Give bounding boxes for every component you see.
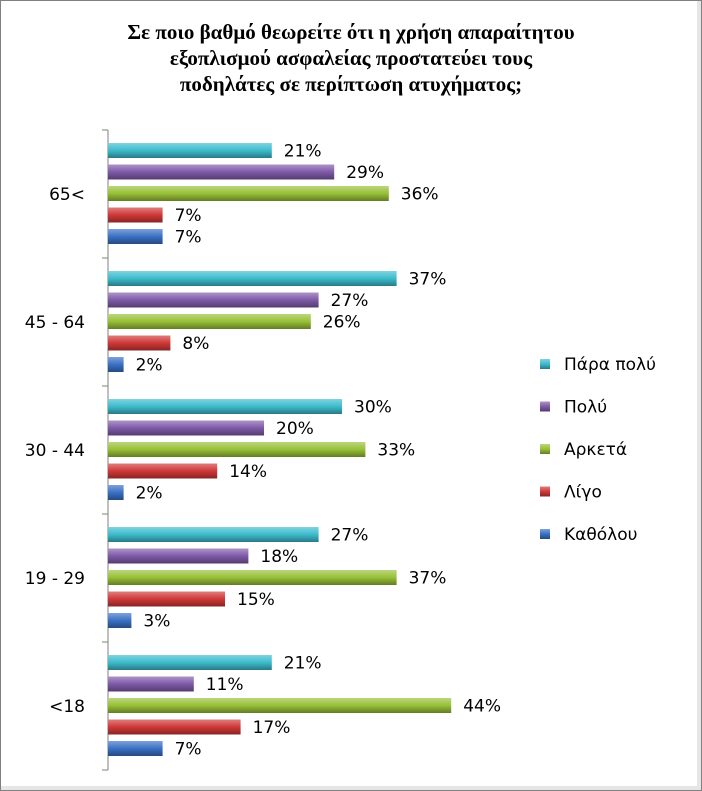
data-label: 2%	[136, 484, 163, 504]
bar	[108, 399, 342, 414]
data-label: 37%	[409, 569, 447, 589]
data-label: 21%	[284, 142, 322, 162]
data-label: 2%	[136, 356, 163, 376]
data-label: 11%	[206, 675, 244, 695]
data-label: 26%	[323, 313, 361, 333]
category-label: 30 - 44	[25, 441, 85, 461]
chart-title: Σε ποιο βαθμό θεωρείτε ότι η χρήση απαρα…	[41, 19, 661, 97]
bar	[108, 442, 366, 457]
chart-title-line: Σε ποιο βαθμό θεωρείτε ότι η χρήση απαρα…	[127, 20, 575, 44]
bar	[108, 676, 194, 692]
bar	[108, 613, 132, 628]
legend-swatch	[540, 359, 550, 369]
data-label: 17%	[253, 718, 291, 738]
data-label: 7%	[175, 206, 202, 226]
data-label: 8%	[182, 334, 209, 354]
chart-title-line: εξοπλισμού ασφαλείας προστατεύει τους	[169, 46, 533, 70]
bar	[108, 698, 452, 713]
data-label: 14%	[229, 462, 267, 482]
bar	[108, 186, 389, 201]
bar	[108, 271, 397, 286]
bar	[108, 570, 397, 585]
bar	[108, 741, 163, 756]
data-label: 21%	[284, 654, 322, 674]
data-label: 7%	[175, 740, 202, 760]
legend-swatch	[540, 529, 550, 539]
legend-label: Αρκετά	[564, 440, 627, 460]
bar	[108, 719, 241, 735]
legend-swatch	[540, 444, 550, 454]
bar	[108, 229, 163, 244]
legend-label: Πολύ	[564, 398, 607, 418]
bar	[108, 463, 218, 479]
bar	[108, 143, 272, 158]
data-label: 37%	[409, 270, 447, 290]
bar	[108, 548, 249, 564]
data-label: 15%	[237, 590, 275, 610]
bar	[108, 420, 264, 436]
bar	[108, 335, 171, 351]
bar	[108, 207, 163, 223]
category-label: 19 - 29	[25, 569, 85, 589]
legend-swatch	[540, 401, 550, 412]
data-label: 36%	[401, 185, 439, 205]
chart-title-line: ποδηλάτες σε περίπτωση ατυχήματος;	[179, 72, 523, 96]
bar	[108, 485, 124, 500]
data-label: 20%	[276, 419, 314, 439]
bar	[108, 292, 319, 308]
data-label: 33%	[377, 441, 415, 461]
legend-label: Καθόλου	[564, 525, 637, 545]
bar	[108, 527, 319, 542]
data-label: 3%	[143, 612, 170, 632]
category-label: 65<	[49, 185, 85, 205]
data-label: 27%	[331, 291, 369, 311]
bar	[108, 164, 335, 180]
data-label: 7%	[175, 228, 202, 248]
data-label: 27%	[331, 526, 369, 546]
data-label: 18%	[260, 547, 298, 567]
category-label: <18	[49, 697, 85, 717]
legend-label: Πάρα πολύ	[564, 355, 656, 375]
data-label: 30%	[354, 398, 392, 418]
bar	[108, 314, 311, 329]
bar	[108, 357, 124, 372]
data-label: 44%	[463, 697, 501, 717]
data-label: 29%	[346, 163, 384, 183]
legend-swatch	[540, 486, 550, 497]
bar	[108, 591, 225, 607]
category-label: 45 - 64	[25, 313, 85, 333]
bar	[108, 655, 272, 670]
legend-label: Λίγο	[564, 483, 602, 503]
